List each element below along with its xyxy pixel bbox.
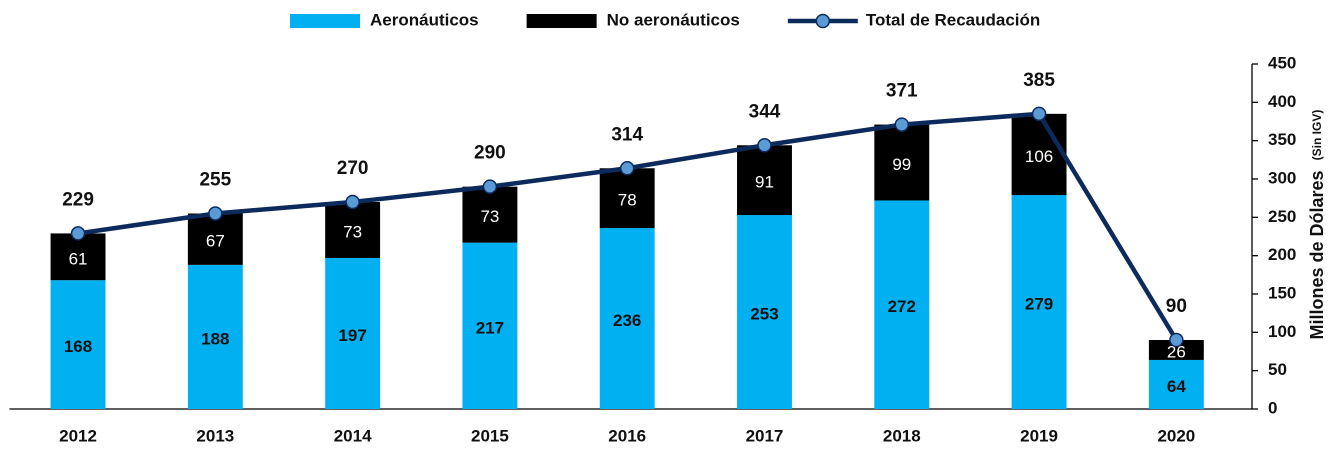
line-marker (1031, 106, 1047, 122)
y-axis-title: Millones de Dólares (Sin IGV) (1307, 110, 1327, 340)
data-label: 272 (888, 297, 916, 316)
line-marker (1169, 332, 1184, 348)
data-label: 99 (892, 155, 911, 174)
line-marker (894, 117, 910, 132)
total-label: 90 (1166, 296, 1187, 317)
bar-segment (462, 242, 518, 409)
total-label: 385 (1023, 70, 1055, 91)
data-label: 91 (755, 173, 774, 192)
line-marker (619, 161, 635, 176)
legend-swatch (290, 14, 360, 28)
legend-label: Aeronáuticos (370, 10, 479, 29)
data-label: 188 (201, 329, 229, 348)
line-marker (70, 226, 86, 241)
x-tick-label: 2012 (59, 426, 97, 445)
bar-segment (1011, 195, 1067, 409)
total-label: 314 (611, 124, 643, 145)
legend-label: Total de Recaudación (866, 10, 1040, 29)
bar-segment (1148, 359, 1204, 409)
y-tick-label: 350 (1268, 130, 1296, 149)
data-label: 73 (343, 222, 362, 241)
data-label: 197 (338, 326, 366, 345)
x-tick-label: 2013 (196, 426, 234, 445)
data-label: 236 (613, 311, 641, 330)
x-tick-label: 2019 (1020, 426, 1058, 445)
y-tick-label: 300 (1268, 168, 1296, 187)
y-tick-label: 250 (1268, 207, 1296, 226)
bar-segment (50, 280, 106, 409)
x-tick-label: 2014 (334, 426, 372, 445)
x-tick-label: 2017 (746, 426, 784, 445)
bar-segment (50, 233, 106, 281)
bar-segment (737, 145, 792, 216)
data-label: 168 (64, 337, 92, 356)
line-marker (757, 138, 772, 153)
data-label: 106 (1025, 147, 1053, 166)
bar-segment (462, 186, 518, 243)
bar-segment (187, 213, 243, 265)
data-label: 67 (206, 232, 225, 251)
x-tick-label: 2015 (471, 426, 509, 445)
x-tick-label: 2018 (883, 426, 921, 445)
legend-swatch (526, 14, 597, 28)
line-marker (208, 206, 223, 221)
total-label: 229 (62, 189, 94, 210)
y-tick-label: 0 (1268, 398, 1277, 417)
line-marker (482, 179, 498, 194)
bar-segment (874, 124, 930, 201)
data-label: 26 (1167, 342, 1186, 361)
bar-segment (325, 202, 381, 258)
y-tick-label: 100 (1268, 322, 1296, 341)
total-label: 255 (199, 170, 231, 191)
y-axis-label: Millones de Dólares (1307, 170, 1327, 339)
bar-segment (1148, 340, 1204, 360)
bar-segment (325, 257, 381, 409)
bar-segment (599, 228, 655, 409)
data-label: 253 (750, 305, 778, 324)
bar-segment (1011, 113, 1067, 196)
data-label: 64 (1167, 377, 1186, 396)
y-tick-label: 200 (1268, 245, 1296, 264)
bar-segment (187, 264, 243, 409)
total-label: 344 (749, 101, 781, 122)
x-tick-label: 2016 (608, 426, 646, 445)
bar-segment (874, 200, 930, 409)
data-label: 279 (1025, 295, 1053, 314)
y-tick-label: 400 (1268, 92, 1296, 111)
total-label: 371 (886, 81, 918, 102)
legend-marker (815, 13, 831, 29)
y-tick-label: 50 (1268, 360, 1287, 379)
legend-label: No aeronáuticos (607, 10, 740, 29)
total-label: 290 (474, 143, 506, 164)
bar-segment (599, 168, 655, 229)
total-label: 270 (337, 158, 369, 179)
line-marker (345, 194, 360, 210)
x-tick-label: 2020 (1157, 426, 1195, 445)
data-label: 78 (618, 191, 637, 210)
data-label: 61 (69, 249, 88, 268)
y-axis-sublabel: (Sin IGV) (1310, 110, 1324, 161)
data-label: 73 (480, 207, 499, 226)
data-label: 217 (476, 318, 504, 337)
bar-segment (737, 215, 792, 409)
y-tick-label: 150 (1268, 283, 1296, 302)
y-tick-label: 450 (1268, 53, 1296, 72)
